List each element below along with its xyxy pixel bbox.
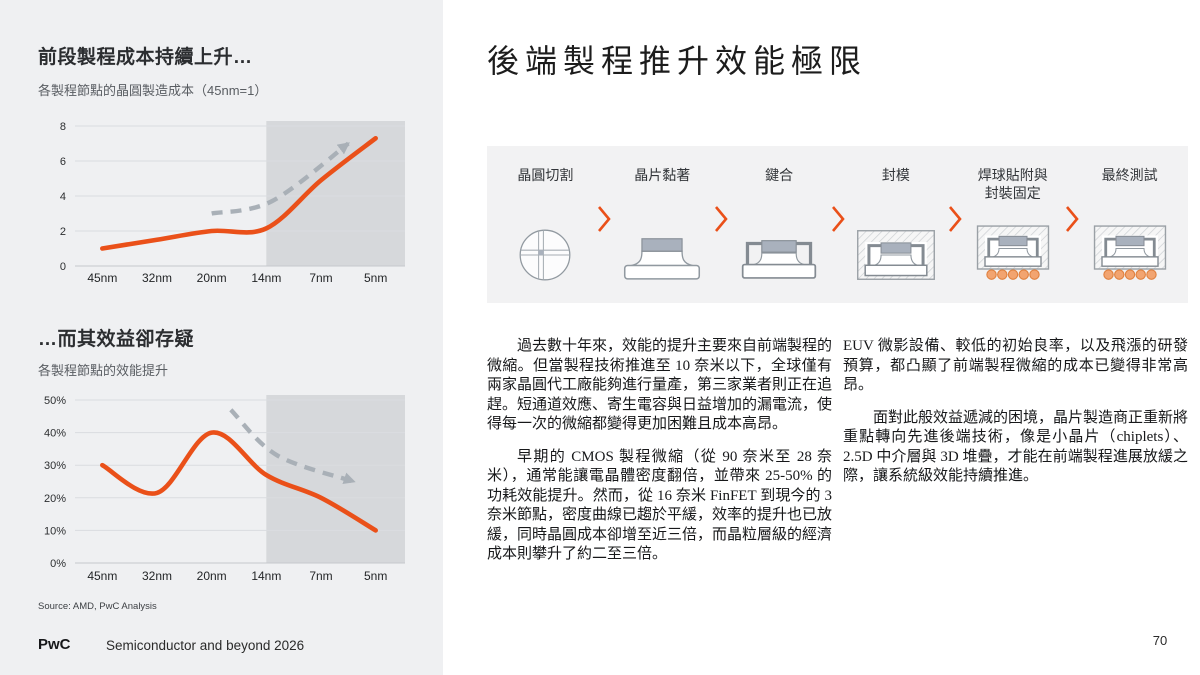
svg-text:2: 2 — [60, 226, 66, 238]
svg-text:30%: 30% — [44, 460, 66, 472]
svg-text:0: 0 — [60, 261, 66, 273]
left-chart-panel: 前段製程成本持續上升… 各製程節點的晶圓製造成本（45nm=1） 0 2 4 6 8 45… — [0, 0, 443, 675]
body-column-1: 過去數十年來，效能的提升主要來自前端製程的微縮。但當製程技術推進至 10 奈米以… — [487, 337, 832, 565]
flow-step-die-attach: 晶片黏著 — [604, 146, 721, 303]
svg-text:5nm: 5nm — [364, 271, 387, 285]
svg-text:20%: 20% — [44, 493, 66, 505]
paragraph: 早期的 CMOS 製程微縮（從 90 奈米至 28 奈米），通常能讓電晶體密度翻… — [487, 448, 833, 563]
svg-text:32nm: 32nm — [142, 569, 172, 583]
final-test-icon — [1071, 207, 1188, 303]
page-number: 70 — [1152, 633, 1168, 648]
flow-step-molding: 封模 — [838, 146, 955, 303]
flow-step-label: 最終測試 — [1101, 167, 1158, 183]
svg-text:0%: 0% — [50, 558, 66, 570]
svg-text:20nm: 20nm — [197, 271, 227, 285]
report-title: Semiconductor and beyond 2026 — [106, 638, 305, 653]
chart1-subtitle: 各製程節點的晶圓製造成本（45nm=1） — [38, 83, 268, 98]
svg-text:10%: 10% — [44, 525, 66, 537]
die-attach-icon — [604, 207, 721, 303]
paragraph: EUV 微影設備、較低的初始良率，以及飛漲的研發預算，都凸顯了前端製程微縮的成本… — [843, 338, 1188, 393]
svg-text:14nm: 14nm — [251, 271, 281, 285]
svg-text:40%: 40% — [44, 428, 66, 440]
pwc-logo: PwC — [38, 636, 71, 653]
svg-text:20nm: 20nm — [197, 569, 227, 583]
flow-step-final-test: 最終測試 — [1071, 146, 1188, 303]
svg-text:7nm: 7nm — [309, 271, 332, 285]
flow-step-label: 晶片黏著 — [634, 167, 691, 183]
svg-text:45nm: 45nm — [87, 271, 117, 285]
page-title: 後端製程推升效能極限 — [487, 43, 868, 79]
process-flow-band: 晶圓切割 晶片黏著 — [487, 146, 1188, 303]
svg-text:14nm: 14nm — [251, 569, 281, 583]
paragraph: 過去數十年來，效能的提升主要來自前端製程的微縮。但當製程技術推進至 10 奈米以… — [487, 338, 833, 432]
ball-attach-icon — [954, 207, 1071, 303]
svg-text:8: 8 — [60, 121, 66, 133]
flow-step-label: 鍵合 — [765, 167, 794, 183]
chart2-subtitle: 各製程節點的效能提升 — [38, 363, 169, 378]
svg-text:7nm: 7nm — [309, 569, 332, 583]
flow-step-label: 晶圓切割 — [517, 167, 574, 183]
wire-bonding-icon — [721, 207, 838, 303]
flow-step-ball-attach: 焊球貼附與 封裝固定 — [954, 146, 1071, 303]
source-note: Source: AMD, PwC Analysis — [38, 601, 157, 612]
flow-step-wafer-dicing: 晶圓切割 — [487, 146, 604, 303]
wafer-cost-chart: 0 2 4 6 8 45nm 32nm 20nm 14nm 7nm 5nm — [60, 121, 405, 285]
svg-text:45nm: 45nm — [87, 569, 117, 583]
flow-step-bonding: 鍵合 — [721, 146, 838, 303]
paragraph: 面對此般效益遞減的困境，晶片製造商正重新將重點轉向先進後端技術，像是小晶片（ch… — [843, 409, 1189, 485]
svg-text:5nm: 5nm — [364, 569, 387, 583]
svg-text:4: 4 — [60, 191, 66, 203]
chart1-title: 前段製程成本持續上升… — [38, 47, 253, 68]
svg-text:32nm: 32nm — [142, 271, 172, 285]
body-column-2: EUV 微影設備、較低的初始良率，以及飛漲的研發預算，都凸顯了前端製程微縮的成本… — [843, 337, 1188, 487]
wafer-dicing-icon — [487, 207, 604, 303]
molding-icon — [838, 207, 955, 303]
flow-step-label: 封模 — [881, 167, 910, 183]
performance-gain-chart: 0% 10% 20% 30% 40% 50% 45nm 32nm 20nm 14nm 7nm 5nm — [44, 395, 405, 583]
svg-text:6: 6 — [60, 156, 66, 168]
flow-step-label: 焊球貼附與 封裝固定 — [977, 167, 1048, 201]
chart2-title: …而其效益卻存疑 — [38, 329, 195, 350]
svg-text:50%: 50% — [44, 395, 66, 407]
